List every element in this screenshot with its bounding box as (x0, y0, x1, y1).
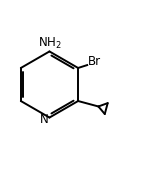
Text: N: N (39, 113, 48, 126)
Text: NH$_2$: NH$_2$ (38, 36, 62, 51)
Text: Br: Br (88, 55, 101, 68)
